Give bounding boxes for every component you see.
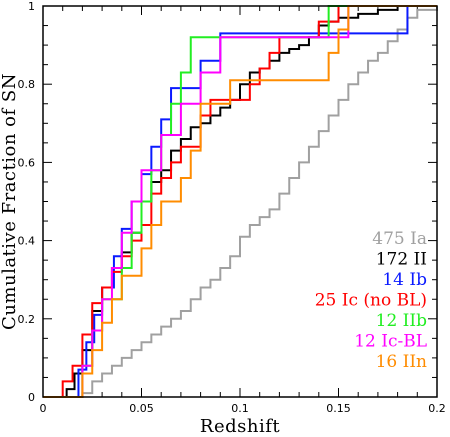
legend-entry-6: 16 IIn	[376, 352, 427, 372]
x-axis-title: Redshift	[200, 416, 280, 437]
series-line-0	[43, 6, 438, 398]
y-tick-label: 1	[28, 0, 35, 13]
legend-entry-4: 12 IIb	[376, 311, 427, 331]
tick-labels: 0 0.05 0.1 0.15 0.2 0 0.2 0.4 0.6 0.8 1	[18, 0, 446, 415]
y-tick-label: 0	[28, 391, 35, 404]
legend-entry-2: 14 Ib	[382, 270, 427, 290]
x-tick-label: 0.05	[129, 402, 154, 415]
x-tick-label: 0.1	[231, 402, 249, 415]
y-tick-label: 0.8	[18, 78, 36, 91]
y-axis-title: Cumulative Fraction of SN	[0, 73, 20, 330]
x-tick-label: 0.2	[428, 402, 446, 415]
series-line-3	[43, 5, 437, 398]
series-layer	[43, 5, 438, 398]
legend-entry-3: 25 Ic (no BL)	[315, 291, 427, 311]
plot-frame	[42, 5, 438, 398]
legend-entry-5: 12 Ic-BL	[354, 332, 427, 352]
y-tick-label: 0.6	[18, 156, 36, 169]
series-line-5	[43, 5, 437, 398]
series-line-6	[43, 5, 437, 398]
legend-entry-0: 475 Ia	[372, 229, 427, 249]
legend-entry-1: 172 II	[376, 250, 427, 270]
x-tick-label: 0	[40, 402, 47, 415]
y-tick-label: 0.2	[18, 313, 36, 326]
y-tick-label: 0.4	[18, 235, 36, 248]
x-tick-label: 0.15	[326, 402, 351, 415]
